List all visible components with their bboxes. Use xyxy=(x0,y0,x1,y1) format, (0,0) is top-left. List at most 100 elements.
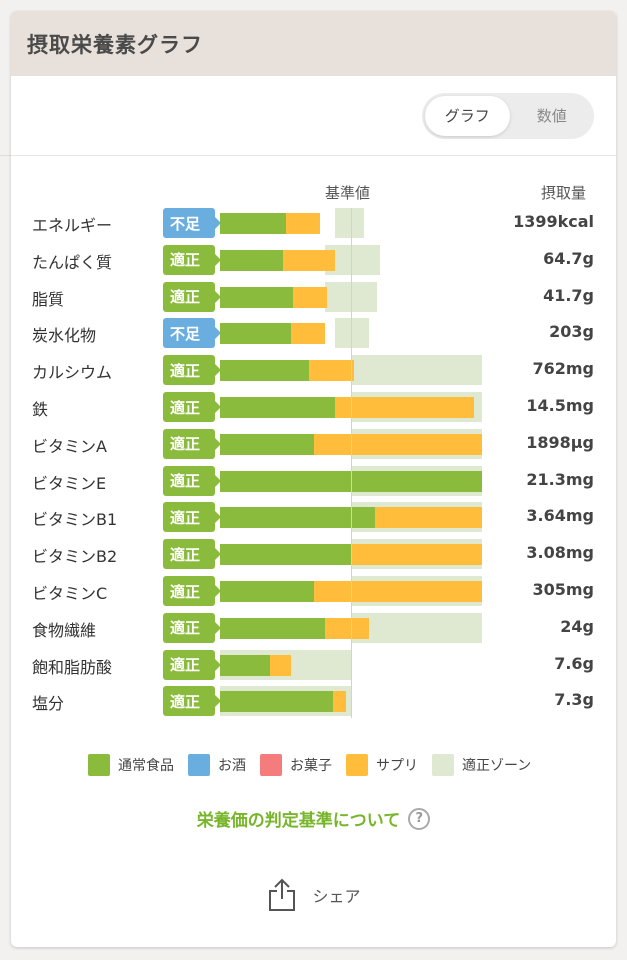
supplement-bar xyxy=(282,249,336,271)
food-bar xyxy=(220,654,270,676)
food-bar xyxy=(220,581,315,602)
intake-value: 64.7g xyxy=(543,248,594,268)
nutrient-name: ビタミンA xyxy=(32,436,107,456)
nutrient-name: 炭水化物 xyxy=(32,326,97,346)
legend-item: お菓子 xyxy=(260,754,332,776)
legend-label: サプリ xyxy=(376,758,418,774)
share-icon xyxy=(269,878,296,911)
status-badge: 適正 xyxy=(163,502,221,533)
optimal-zone xyxy=(324,281,378,312)
nutrient-name: ビタミンB2 xyxy=(32,547,118,567)
status-badge: 適正 xyxy=(163,612,221,643)
legend-label: お酒 xyxy=(218,758,246,774)
legend-item: 適正ゾーン xyxy=(432,754,531,776)
legend-swatch xyxy=(88,754,110,776)
legend-swatch xyxy=(432,754,454,776)
nutrient-graph-card: 摂取栄養素グラフ グラフ 数値 基準値 摂取量 エネルギー 不足 1399kcal た… xyxy=(11,11,616,947)
nutrient-row: カルシウム 適正 762mg xyxy=(11,355,616,386)
nutrient-name: 食物繊維 xyxy=(32,620,97,640)
criteria-link-text[interactable]: 栄養価の判定基準について xyxy=(196,811,401,831)
status-badge: 適正 xyxy=(163,428,221,459)
nutrient-row: エネルギー 不足 1399kcal xyxy=(11,208,616,238)
food-bar xyxy=(220,507,375,529)
supplement-bar xyxy=(309,360,354,382)
intake-value: 305mg xyxy=(532,580,594,599)
food-bar xyxy=(220,433,315,455)
status-badge: 適正 xyxy=(163,576,221,606)
nutrient-row: ビタミンC 適正 305mg xyxy=(11,576,616,606)
nutrient-row: 飽和脂肪酸 適正 7.6g xyxy=(11,649,616,680)
legend-label: お菓子 xyxy=(290,758,332,774)
legend-swatch xyxy=(346,754,368,776)
share-label: シェア xyxy=(312,887,361,906)
status-badge: 適正 xyxy=(163,649,221,680)
legend-item: 通常食品 xyxy=(88,754,174,776)
food-bar xyxy=(220,397,336,418)
optimal-zone xyxy=(351,612,482,643)
view-toggle-area: グラフ 数値 xyxy=(11,76,616,156)
intake-value: 3.08mg xyxy=(526,543,594,563)
intake-value: 14.5mg xyxy=(526,396,594,415)
intake-value: 762mg xyxy=(532,359,594,379)
intake-value: 21.3mg xyxy=(526,469,594,489)
supplement-bar xyxy=(293,286,328,308)
status-badge: 適正 xyxy=(163,355,221,386)
food-bar xyxy=(220,213,286,234)
legend: 通常食品 お酒 お菓子 サプリ 適正ゾーン xyxy=(88,754,545,776)
supplement-bar xyxy=(285,213,320,234)
supplement-bar xyxy=(324,617,370,639)
nutrient-row: ビタミンB1 適正 3.64mg xyxy=(11,502,616,533)
nutrient-row: ビタミンA 適正 1898µg xyxy=(11,428,616,459)
nutrient-row: 脂質 適正 41.7g xyxy=(11,281,616,312)
card-header: 摂取栄養素グラフ xyxy=(11,11,616,76)
status-badge: 適正 xyxy=(163,244,221,275)
food-bar xyxy=(220,544,351,566)
page-title: 摂取栄養素グラフ xyxy=(27,32,203,57)
toggle-graph[interactable]: グラフ xyxy=(425,95,510,136)
nutrient-row: 鉄 適正 14.5mg xyxy=(11,392,616,422)
nutrient-name: カルシウム xyxy=(32,363,113,383)
nutrient-name: 塩分 xyxy=(32,694,65,714)
food-bar xyxy=(220,323,291,345)
toggle-numbers[interactable]: 数値 xyxy=(536,107,567,125)
nutrient-row: ビタミンB2 適正 3.08mg xyxy=(11,539,616,570)
status-badge: 適正 xyxy=(163,281,221,312)
status-badge: 適正 xyxy=(163,686,221,717)
status-badge: 適正 xyxy=(163,392,221,422)
status-badge: 適正 xyxy=(163,539,221,570)
help-icon[interactable]: ? xyxy=(408,807,431,830)
legend-swatch xyxy=(188,754,210,776)
share-button[interactable]: シェア xyxy=(11,877,616,913)
legend-swatch xyxy=(260,754,282,776)
page-divider xyxy=(0,155,11,156)
supplement-bar xyxy=(314,581,482,602)
view-toggle[interactable]: グラフ 数値 xyxy=(422,92,594,139)
nutrient-name: ビタミンB1 xyxy=(32,510,118,530)
nutrient-name: エネルギー xyxy=(32,216,113,235)
nutrient-name: ビタミンC xyxy=(32,584,108,603)
nutrient-row: 食物繊維 適正 24g xyxy=(11,612,616,643)
supplement-bar xyxy=(290,323,325,345)
status-badge: 不足 xyxy=(163,318,221,349)
nutrient-row: 塩分 適正 7.3g xyxy=(11,686,616,717)
food-bar xyxy=(220,286,294,308)
nutrient-name: 飽和脂肪酸 xyxy=(32,657,113,677)
food-bar xyxy=(220,249,283,271)
nutrient-row: たんぱく質 適正 64.7g xyxy=(11,244,616,275)
supplement-bar xyxy=(332,691,346,713)
nutrient-name: たんぱく質 xyxy=(32,252,113,272)
nutrient-name: 鉄 xyxy=(32,400,49,419)
intake-value: 41.7g xyxy=(543,285,594,305)
intake-value: 1898µg xyxy=(526,432,594,452)
intake-column-header: 摂取量 xyxy=(541,184,587,202)
nutrient-chart: 基準値 摂取量 エネルギー 不足 1399kcal たんぱく質 適正 64.7g 脂質 適正 4… xyxy=(11,156,616,718)
nutrient-name: 脂質 xyxy=(32,289,65,309)
optimal-zone xyxy=(335,208,365,238)
supplement-bar xyxy=(374,507,482,529)
intake-value: 7.3g xyxy=(554,690,594,710)
reference-column-header: 基準値 xyxy=(325,184,371,202)
legend-label: 通常食品 xyxy=(118,758,174,774)
food-bar xyxy=(220,360,310,382)
criteria-link[interactable]: 栄養価の判定基準について ? xyxy=(11,806,616,831)
optimal-zone xyxy=(351,355,482,386)
